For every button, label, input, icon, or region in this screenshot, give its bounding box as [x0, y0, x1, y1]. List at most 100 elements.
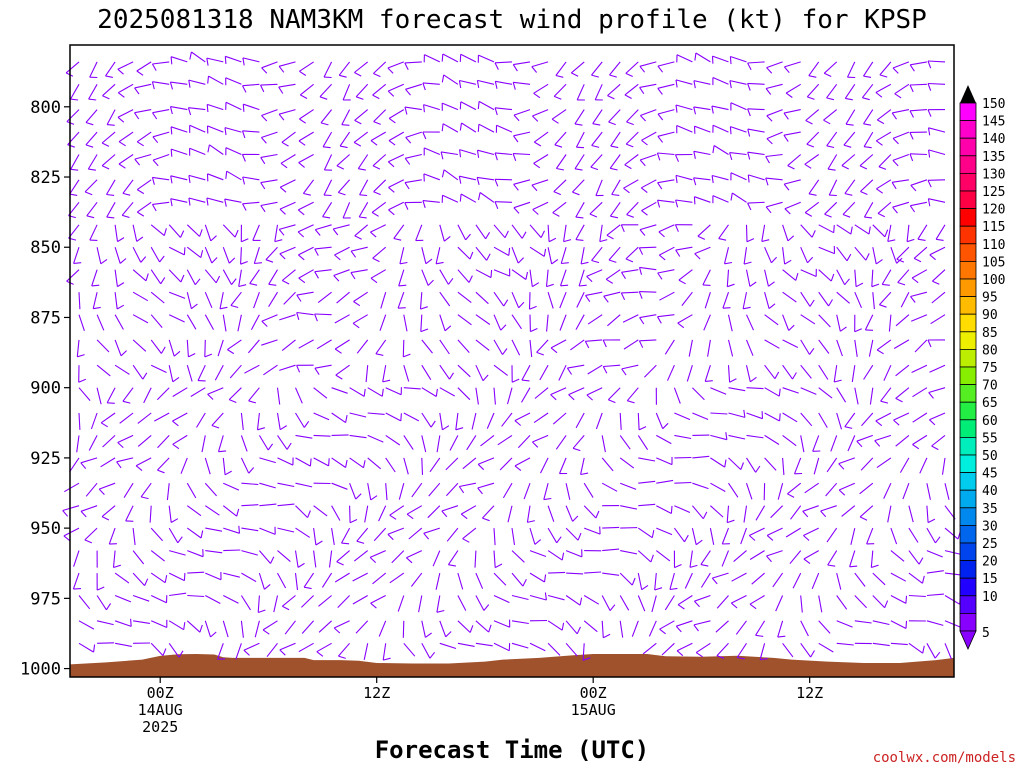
- wind-barb: [295, 434, 313, 439]
- wind-barb: [149, 505, 152, 523]
- wind-barb: [132, 550, 145, 565]
- wind-barb: [812, 435, 820, 452]
- colorbar-swatch: [959, 190, 977, 210]
- wind-barb: [565, 505, 574, 522]
- wind-barb-flag: [441, 123, 444, 132]
- wind-barb: [205, 550, 223, 554]
- wind-barb-flag: [488, 624, 492, 633]
- wind-barb-flag: [563, 239, 572, 243]
- wind-barb: [150, 364, 167, 373]
- wind-barb: [657, 83, 675, 89]
- wind-barb: [782, 364, 793, 380]
- wind-barb: [847, 435, 856, 452]
- wind-barb: [114, 364, 130, 375]
- wind-barb: [697, 224, 711, 237]
- wind-barb: [493, 387, 496, 405]
- wind-barb: [357, 154, 369, 170]
- wind-barb: [119, 412, 134, 424]
- wind-barb: [96, 387, 102, 405]
- wind-barb-flag: [358, 168, 366, 171]
- wind-barb-flag: [234, 229, 239, 238]
- wind-barb: [692, 387, 705, 401]
- wind-barb: [511, 620, 529, 625]
- wind-barb-flag: [527, 520, 535, 523]
- wind-barb: [639, 83, 657, 88]
- wind-barb: [367, 457, 382, 470]
- wind-barb: [295, 505, 308, 518]
- wind-barb: [782, 642, 794, 658]
- wind-barb: [89, 224, 98, 241]
- wind-barb-flag: [517, 257, 524, 264]
- wind-barb: [471, 412, 477, 430]
- wind-barb: [619, 412, 622, 430]
- wind-barb: [313, 457, 329, 467]
- wind-barb: [547, 292, 554, 309]
- wind-barb-flag: [749, 376, 757, 383]
- wind-barb: [764, 364, 776, 380]
- wind-barb: [888, 314, 892, 332]
- wind-barb-flag: [230, 304, 239, 309]
- wind-barb-flag: [534, 539, 542, 545]
- wind-barb: [887, 505, 892, 523]
- wind-barb: [318, 620, 332, 633]
- wind-barb: [354, 61, 369, 73]
- wind-barb: [841, 154, 856, 167]
- wind-barb-flag: [859, 165, 868, 170]
- wind-barb-flag: [841, 165, 849, 170]
- colorbar-swatch: [959, 172, 977, 192]
- wind-barb: [558, 364, 567, 381]
- wind-barb-flag: [631, 577, 636, 586]
- wind-barb-flag: [747, 202, 752, 211]
- wind-barb: [929, 246, 946, 256]
- wind-barb: [818, 642, 834, 653]
- wind-barb-flag: [577, 532, 582, 541]
- wind-barb: [622, 314, 639, 323]
- wind-barb-flag: [608, 121, 616, 126]
- wind-barb: [747, 82, 765, 85]
- wind-barb-flag: [279, 649, 286, 656]
- wind-barb-flag: [711, 577, 718, 585]
- wind-barb: [721, 550, 730, 567]
- wind-barb: [927, 82, 946, 85]
- wind-barb-flag: [261, 115, 268, 122]
- wind-barb: [876, 131, 892, 142]
- wind-barb: [890, 572, 907, 582]
- wind-barb: [782, 291, 797, 303]
- wind-barb-flag: [248, 400, 257, 404]
- wind-barb-flag: [693, 106, 697, 115]
- wind-barb: [225, 55, 242, 63]
- wind-barb: [242, 130, 260, 133]
- wind-barb-flag: [859, 516, 868, 521]
- wind-barb-flag: [297, 209, 305, 216]
- wind-barb: [460, 53, 477, 63]
- wind-barb-flag: [747, 152, 751, 160]
- wind-barb: [334, 339, 350, 350]
- wind-barb-flag: [574, 123, 583, 126]
- wind-barb: [800, 387, 817, 395]
- wind-barb: [592, 109, 603, 125]
- wind-barb: [657, 179, 675, 184]
- wind-barb: [565, 620, 578, 635]
- wind-barb: [602, 548, 620, 552]
- wind-barb-flag: [404, 182, 410, 190]
- wind-barb: [587, 364, 603, 375]
- wind-barb-flag: [314, 367, 320, 375]
- wind-barb-flag: [444, 325, 452, 332]
- wind-barb-flag: [624, 164, 632, 170]
- wind-barb-flag: [927, 60, 932, 69]
- wind-barb: [313, 412, 330, 421]
- colorbar-top-arrow: [960, 85, 976, 103]
- wind-barb-flag: [610, 145, 619, 149]
- wind-barb: [301, 595, 314, 608]
- wind-barb: [869, 387, 874, 405]
- wind-barb: [353, 291, 369, 302]
- wind-barb: [715, 620, 729, 633]
- wind-barb-flag: [172, 420, 179, 427]
- wind-barb: [793, 457, 802, 474]
- wind-barb-flag: [102, 95, 110, 100]
- wind-barb-flag: [657, 135, 664, 143]
- wind-barb-flag: [427, 279, 434, 286]
- wind-barb-flag: [514, 420, 522, 426]
- wind-barb: [914, 339, 928, 353]
- wind-barb: [692, 482, 709, 490]
